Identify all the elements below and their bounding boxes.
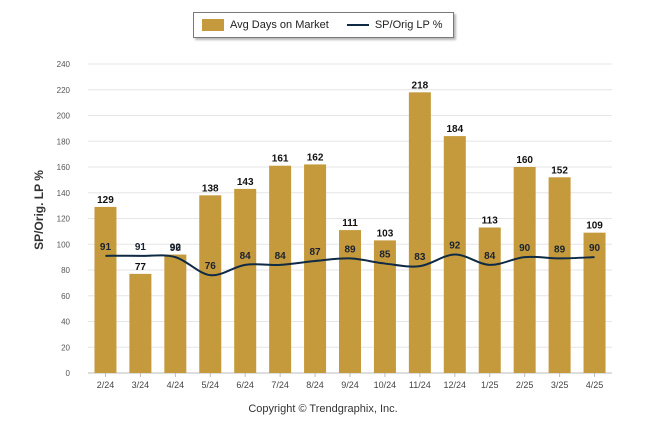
x-tick-label: 3/24 <box>132 380 150 390</box>
x-tick-label: 10/24 <box>374 380 397 390</box>
y-tick-label: 180 <box>57 137 71 146</box>
bar <box>164 254 187 373</box>
bar-value-label: 103 <box>377 228 394 239</box>
y-tick-label: 160 <box>57 163 71 172</box>
x-tick-label: 2/24 <box>97 380 115 390</box>
bar <box>548 177 571 373</box>
legend-bar-label: Avg Days on Market <box>230 19 329 31</box>
bar <box>199 195 222 373</box>
y-tick-label: 120 <box>57 215 71 224</box>
bar-value-label: 218 <box>412 80 429 91</box>
bar <box>234 188 257 373</box>
bar <box>339 230 361 373</box>
y-tick-label: 100 <box>57 240 71 249</box>
line-value-label: 89 <box>554 244 566 255</box>
line-value-label: 85 <box>379 250 391 261</box>
line-value-label: 90 <box>170 243 182 254</box>
y-tick-label: 40 <box>61 318 70 327</box>
line-value-label: 76 <box>205 261 217 272</box>
bar <box>129 273 152 373</box>
bar <box>583 232 606 373</box>
y-tick-label: 0 <box>66 369 71 378</box>
line-series <box>105 253 595 277</box>
line-value-label: 84 <box>484 251 496 262</box>
bar <box>408 92 431 373</box>
x-tick-label: 3/25 <box>551 380 569 390</box>
bar <box>373 240 396 373</box>
bar-value-label: 152 <box>551 165 568 176</box>
y-tick-label: 20 <box>61 343 70 352</box>
line-path <box>105 253 595 277</box>
x-tick-label: 6/24 <box>236 380 254 390</box>
y-axis-ticks: 0 20 40 60 80 100 120 140 160 180 200 220 240 <box>57 60 71 378</box>
bar-value-label: 113 <box>482 216 499 227</box>
bar-value-label: 77 <box>135 262 147 273</box>
line-value-label: 91 <box>100 242 112 253</box>
bar-value-label: 160 <box>516 155 533 166</box>
x-tick-label: 4/24 <box>167 380 185 390</box>
y-tick-label: 140 <box>57 189 71 198</box>
bar <box>513 167 536 373</box>
line-value-label: 90 <box>519 243 531 254</box>
bar-value-label: 111 <box>342 218 358 229</box>
x-tick-label: 12/24 <box>444 380 467 390</box>
x-tick-label: 1/25 <box>481 380 499 390</box>
x-tick-label: 5/24 <box>202 380 220 390</box>
x-tick-label: 4/25 <box>586 380 604 390</box>
bar <box>94 206 117 373</box>
line-value-label: 90 <box>589 243 601 254</box>
bar-value-label: 161 <box>272 154 289 165</box>
bar-value-label: 162 <box>307 152 324 163</box>
line-value-label: 91 <box>135 242 147 253</box>
y-axis-label: SP/Orig. LP % <box>32 170 46 250</box>
x-tick-label: 8/24 <box>306 380 324 390</box>
bars <box>94 92 606 373</box>
y-tick-label: 60 <box>61 292 70 301</box>
legend-bar-swatch <box>202 19 224 31</box>
data-labels: 129 77 92 138 143 161 162 111 103 218 184 113 160 152… <box>97 80 603 273</box>
bar <box>478 227 501 373</box>
x-tick-label: 9/24 <box>341 380 359 390</box>
bar-value-label: 138 <box>202 183 219 194</box>
bar-value-label: 143 <box>237 177 254 188</box>
legend-item-bar[interactable]: Avg Days on Market <box>194 19 329 31</box>
legend-item-line[interactable]: SP/Orig LP % <box>329 19 443 31</box>
line-value-label: 92 <box>449 241 461 252</box>
line-value-label: 89 <box>344 244 356 255</box>
x-axis-ticks: 2/24 3/24 4/24 5/24 6/24 7/24 8/24 9/24 10/24 11/… <box>97 373 604 390</box>
bar <box>269 165 292 373</box>
x-tick-label: 2/25 <box>516 380 534 390</box>
bar-value-label: 109 <box>586 221 603 232</box>
y-tick-label: 220 <box>57 86 71 95</box>
bar <box>304 164 327 373</box>
x-tick-label: 7/24 <box>271 380 289 390</box>
x-tick-label: 11/24 <box>409 380 431 390</box>
bar-value-label: 184 <box>446 124 463 135</box>
line-value-label: 87 <box>310 247 322 258</box>
bar-value-label: 92 <box>170 243 182 254</box>
legend-line-label: SP/Orig LP % <box>374 19 443 31</box>
y-tick-label: 80 <box>61 266 70 275</box>
legend-line-swatch <box>346 24 369 26</box>
line-value-label: 84 <box>275 251 287 262</box>
line-value-label: 83 <box>414 252 426 263</box>
y-tick-label: 200 <box>57 112 71 121</box>
line-value-label: 84 <box>240 251 252 262</box>
legend: Avg Days on Market SP/Orig LP % <box>193 12 454 38</box>
bar-value-label: 129 <box>97 195 114 206</box>
y-tick-label: 240 <box>57 60 71 69</box>
copyright-footer: Copyright © Trendgraphix, Inc. <box>248 403 398 415</box>
